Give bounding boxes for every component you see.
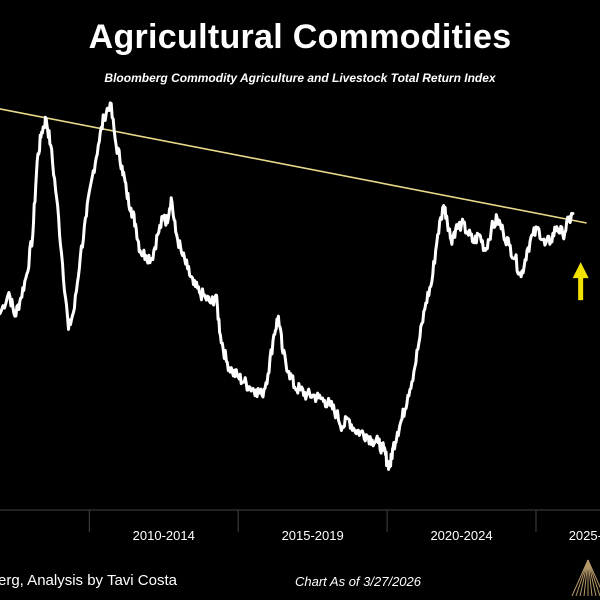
- chart-subtitle: Bloomberg Commodity Agriculture and Live…: [104, 71, 496, 85]
- as-of-text: Chart As of 3/27/2026: [295, 574, 421, 589]
- chart-title: Agricultural Commodities: [88, 18, 512, 56]
- index-line: [0, 101, 575, 471]
- source-text: erg, Analysis by Tavi Costa: [0, 572, 177, 589]
- logo-mark: [575, 559, 589, 597]
- x-tick-label: 2020-2024: [430, 528, 492, 543]
- logo-mark: [587, 559, 600, 597]
- logo-mark: [583, 559, 589, 597]
- x-tick-label: 2010-2014: [133, 528, 195, 543]
- logo-mark: [571, 559, 589, 597]
- x-tick-label: 2015-2019: [282, 528, 344, 543]
- logo-mark: [587, 559, 597, 597]
- x-tick-label: 2025-20: [569, 528, 600, 543]
- logo-mark: [579, 559, 589, 597]
- chart-marks: 2010-2014 2015-2019 2020-2024 2025-20: [0, 101, 600, 597]
- logo-mark: [587, 559, 593, 597]
- logo-mark: [587, 559, 600, 589]
- trendline: [0, 108, 587, 224]
- arrow-head: [572, 262, 589, 279]
